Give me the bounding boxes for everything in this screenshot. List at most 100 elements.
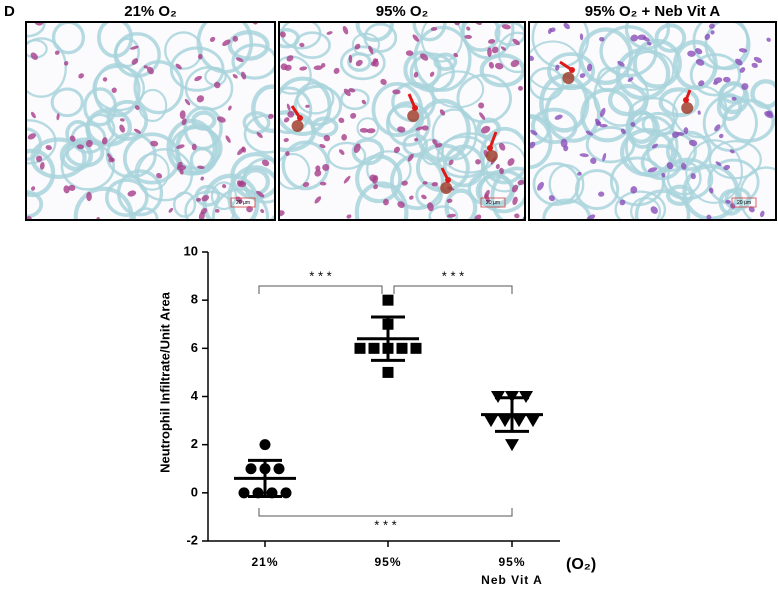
nucleus [753,56,763,63]
nucleus [209,36,216,42]
nucleus [432,139,438,145]
nucleus [599,124,608,128]
nucleus [420,53,429,61]
scale-bar-box [230,197,256,208]
nucleus [563,145,569,152]
nucleus [507,158,515,166]
nucleus [240,71,247,80]
nucleus [284,64,292,71]
y-tick-label: 0 [191,484,198,499]
data-point [526,415,540,428]
nucleus [412,34,420,42]
nucleus [683,127,689,135]
nucleus [397,201,405,208]
y-axis-label: Neutrophil Infiltrate/Unit Area [157,291,172,473]
nucleus [260,209,265,213]
nucleus [279,210,285,217]
septum [433,52,458,71]
nucleus [196,95,205,103]
nucleus [313,65,323,71]
septum [490,166,525,220]
nucleus [256,132,263,139]
nucleus [238,180,245,186]
nucleus [86,191,92,202]
image-frame [278,21,526,221]
scale-bar-box [731,197,757,208]
y-tick-label: 4 [191,388,199,403]
septum [548,164,585,205]
nucleus [299,66,308,71]
septum [279,28,300,49]
nucleus [751,62,758,68]
arrow-head [297,115,303,121]
septum [196,22,254,74]
septum [30,137,87,180]
nucleus [479,112,486,120]
nucleus [760,210,765,218]
data-point [498,415,512,428]
nucleus [372,58,379,67]
nucleus [268,113,274,119]
panel-label: D [4,3,15,20]
nucleus [579,73,586,79]
nucleus [729,149,735,154]
septum [26,37,67,98]
nucleus [261,159,270,167]
nucleus [302,182,310,188]
nucleus [586,63,593,72]
nucleus [413,71,419,78]
nucleus [361,99,367,105]
x-tick-label: 95% [498,555,525,569]
septum [230,152,275,200]
nucleus [343,175,351,184]
septum [104,178,149,217]
nucleus [646,41,652,46]
nucleus [422,181,428,185]
septum [355,22,394,43]
septum [646,131,697,172]
nucleus [177,161,183,169]
nucleus [494,62,504,70]
nucleus [338,117,345,124]
nucleus [237,147,245,156]
septum [716,92,743,121]
nucleus [537,181,544,191]
nucleus [287,110,295,118]
nucleus [598,191,605,197]
nucleus [392,89,401,95]
nucleus [214,81,221,89]
nucleus [68,184,76,191]
y-tick-label: 8 [191,292,198,307]
nucleus [383,198,389,206]
significance-bracket [393,285,513,294]
image-frame [528,21,777,221]
nucleus [725,199,731,204]
nucleus [196,197,202,202]
nucleus [709,23,715,29]
nucleus [314,169,322,177]
y-tick-label: 2 [191,436,198,451]
septum [106,99,149,141]
nucleus [481,125,491,134]
nucleus [225,135,231,143]
septum [724,187,752,211]
nucleus [694,48,703,55]
septum [26,22,46,38]
nucleus [127,190,137,197]
image-frame [25,21,276,221]
nucleus [56,113,60,121]
nucleus [491,46,499,54]
septum [293,84,343,126]
nucleus [150,140,159,147]
septum [164,31,203,70]
arrow-head [683,97,689,103]
septum [665,184,695,206]
nucleus [222,39,231,47]
nucleus [143,65,148,69]
nucleus [30,52,38,60]
septum [544,84,601,143]
nucleus [409,195,414,200]
nucleus [555,64,560,71]
septum [279,76,332,137]
nucleus [511,184,519,193]
